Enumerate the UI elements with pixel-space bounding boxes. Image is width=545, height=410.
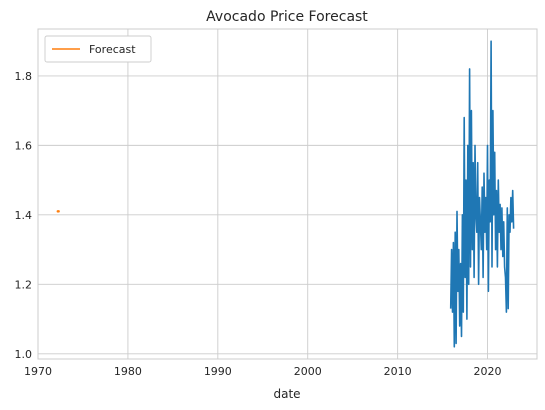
x-tick-label: 2010 bbox=[384, 365, 412, 378]
chart-title: Avocado Price Forecast bbox=[206, 9, 368, 25]
x-tick-labels: 1970 1980 1990 2000 2010 2020 bbox=[24, 365, 502, 378]
series-0-line bbox=[449, 40, 515, 348]
y-tick-label: 1.2 bbox=[15, 278, 33, 291]
series-layer bbox=[56, 40, 515, 348]
legend-box bbox=[44, 35, 152, 63]
x-tick-label: 1990 bbox=[204, 365, 232, 378]
y-tick-labels: 1.0 1.2 1.4 1.6 1.8 bbox=[15, 70, 33, 361]
x-axis-label: date bbox=[273, 387, 300, 401]
legend-forecast-label: Forecast bbox=[89, 43, 136, 56]
x-tick-label: 2000 bbox=[294, 365, 322, 378]
y-tick-label: 1.0 bbox=[15, 348, 33, 361]
y-tick-label: 1.8 bbox=[15, 70, 33, 83]
series-forecast-point bbox=[57, 210, 60, 213]
y-tick-label: 1.4 bbox=[15, 209, 33, 222]
x-tick-label: 2020 bbox=[474, 365, 502, 378]
y-tick-label: 1.6 bbox=[15, 139, 33, 152]
x-tick-label: 1970 bbox=[24, 365, 52, 378]
x-tick-label: 1980 bbox=[114, 365, 142, 378]
legend: Forecast bbox=[44, 35, 152, 63]
